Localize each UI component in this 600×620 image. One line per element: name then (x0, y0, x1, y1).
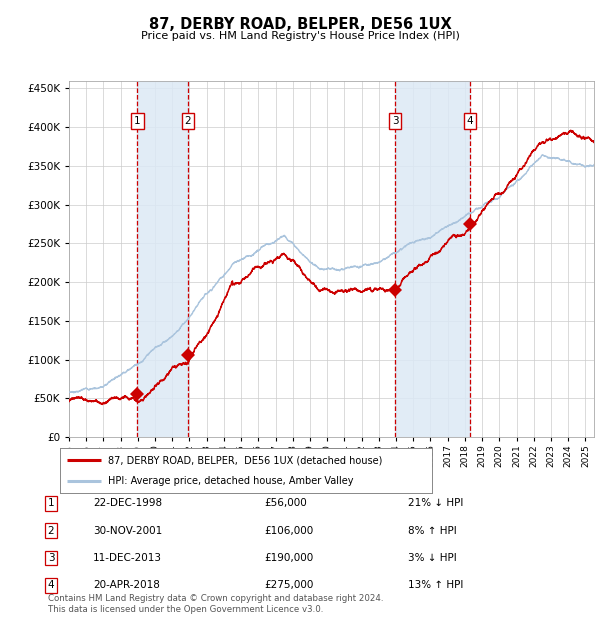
Bar (395, 81, 470, 437)
Text: 1: 1 (47, 498, 55, 508)
Text: 30-NOV-2001: 30-NOV-2001 (93, 526, 162, 536)
Text: 2: 2 (47, 526, 55, 536)
Text: Contains HM Land Registry data © Crown copyright and database right 2024.
This d: Contains HM Land Registry data © Crown c… (48, 595, 383, 614)
Text: 4: 4 (47, 580, 55, 590)
Text: £275,000: £275,000 (264, 580, 313, 590)
Text: 13% ↑ HPI: 13% ↑ HPI (408, 580, 463, 590)
Text: 2: 2 (185, 116, 191, 126)
Text: £56,000: £56,000 (264, 498, 307, 508)
Text: £190,000: £190,000 (264, 553, 313, 563)
Text: 87, DERBY ROAD, BELPER,  DE56 1UX (detached house): 87, DERBY ROAD, BELPER, DE56 1UX (detach… (109, 455, 383, 466)
Text: 3: 3 (392, 116, 398, 126)
Text: 3% ↓ HPI: 3% ↓ HPI (408, 553, 457, 563)
Bar (137, 81, 188, 437)
Text: £106,000: £106,000 (264, 526, 313, 536)
Text: 22-DEC-1998: 22-DEC-1998 (93, 498, 162, 508)
Text: Price paid vs. HM Land Registry's House Price Index (HPI): Price paid vs. HM Land Registry's House … (140, 31, 460, 41)
Text: 4: 4 (467, 116, 473, 126)
Text: 11-DEC-2013: 11-DEC-2013 (93, 553, 162, 563)
Text: 1: 1 (134, 116, 140, 126)
Text: 21% ↓ HPI: 21% ↓ HPI (408, 498, 463, 508)
Text: 3: 3 (47, 553, 55, 563)
Text: 20-APR-2018: 20-APR-2018 (93, 580, 160, 590)
Text: 87, DERBY ROAD, BELPER, DE56 1UX: 87, DERBY ROAD, BELPER, DE56 1UX (149, 17, 451, 32)
Text: HPI: Average price, detached house, Amber Valley: HPI: Average price, detached house, Ambe… (109, 476, 354, 486)
Text: 8% ↑ HPI: 8% ↑ HPI (408, 526, 457, 536)
